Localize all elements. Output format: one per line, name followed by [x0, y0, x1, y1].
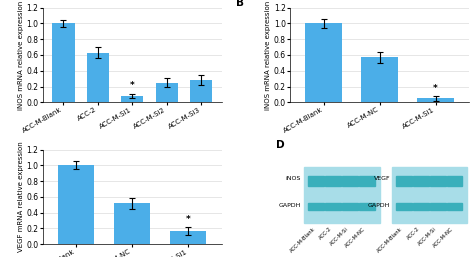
Bar — [325, 176, 341, 186]
Bar — [170, 231, 207, 244]
Text: GAPDH: GAPDH — [368, 203, 391, 208]
Bar — [396, 176, 412, 186]
Bar — [430, 203, 446, 210]
Y-axis label: iNOS mRNA relative expression: iNOS mRNA relative expression — [265, 0, 271, 110]
Bar — [447, 203, 462, 210]
Text: *: * — [186, 215, 191, 224]
Bar — [52, 23, 74, 102]
Bar — [359, 203, 374, 210]
Bar — [362, 57, 398, 102]
Bar — [305, 23, 342, 102]
Bar — [396, 203, 412, 210]
Text: GAPDH: GAPDH — [278, 203, 301, 208]
Text: VEGF: VEGF — [374, 176, 391, 181]
Text: *: * — [433, 84, 438, 93]
Y-axis label: iNOS mRNA relative expression: iNOS mRNA relative expression — [18, 0, 24, 110]
Bar — [418, 98, 454, 102]
Text: *: * — [130, 81, 135, 90]
Bar — [114, 203, 150, 244]
Text: ACC-M-Si: ACC-M-Si — [329, 226, 350, 247]
Bar — [308, 203, 324, 210]
Bar — [392, 167, 467, 223]
Bar — [190, 80, 212, 102]
Text: ACC-M-NC: ACC-M-NC — [345, 226, 367, 249]
Bar — [58, 165, 94, 244]
Bar — [308, 176, 324, 186]
Text: ACC-2: ACC-2 — [406, 226, 421, 241]
Bar — [342, 203, 358, 210]
Text: ACC-M-Blank: ACC-M-Blank — [376, 226, 404, 254]
Bar — [413, 203, 428, 210]
Text: D: D — [276, 140, 284, 150]
Text: ACC-M-Si: ACC-M-Si — [417, 226, 438, 247]
Bar — [155, 82, 178, 102]
Text: ACC-M-NC: ACC-M-NC — [432, 226, 455, 249]
Y-axis label: VEGF mRNA relative expression: VEGF mRNA relative expression — [18, 142, 24, 252]
Text: ACC-M-Blank: ACC-M-Blank — [289, 226, 316, 254]
Bar — [447, 176, 462, 186]
Text: B: B — [236, 0, 244, 8]
Bar — [121, 96, 144, 102]
Bar — [430, 176, 446, 186]
Bar — [413, 176, 428, 186]
Bar — [342, 176, 358, 186]
Bar — [304, 167, 380, 223]
Bar — [325, 203, 341, 210]
Bar — [359, 176, 374, 186]
Bar — [87, 53, 109, 102]
Text: iNOS: iNOS — [285, 176, 301, 181]
Text: ACC-2: ACC-2 — [318, 226, 333, 241]
